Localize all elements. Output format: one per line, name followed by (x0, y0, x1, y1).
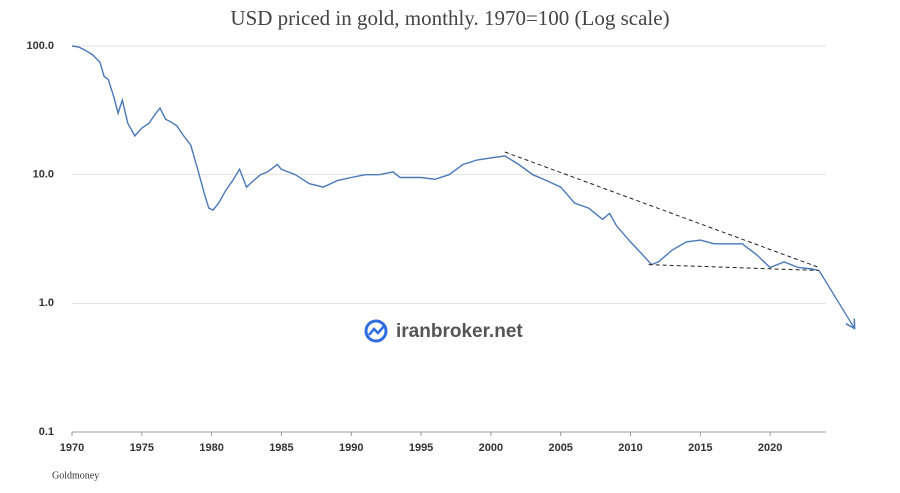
y-tick-label: 0.1 (39, 426, 54, 438)
watermark-logo (364, 319, 388, 343)
x-tick-label: 1970 (60, 442, 84, 454)
chart-title: USD priced in gold, monthly. 1970=100 (L… (230, 6, 669, 30)
y-tick-label: 100.0 (26, 40, 54, 52)
x-tick-label: 2005 (548, 442, 572, 454)
x-tick-label: 2010 (618, 442, 642, 454)
y-tick-label: 1.0 (39, 297, 54, 309)
x-tick-label: 2015 (688, 442, 712, 454)
trend-line (504, 151, 820, 268)
x-tick-label: 1985 (269, 442, 293, 454)
source: Goldmoney (52, 470, 99, 481)
x-tick-label: 1990 (339, 442, 363, 454)
x-tick-label: 1980 (199, 442, 223, 454)
y-tick-label: 10.0 (33, 169, 54, 181)
x-tick-label: 1975 (130, 442, 154, 454)
projection-arrow (818, 270, 854, 327)
watermark: iranbroker.net (396, 321, 523, 342)
x-tick-label: 1995 (409, 442, 433, 454)
trend-line (648, 264, 820, 271)
x-tick-label: 2000 (479, 442, 503, 454)
line (71, 45, 820, 272)
x-tick-label: 2020 (758, 442, 782, 454)
